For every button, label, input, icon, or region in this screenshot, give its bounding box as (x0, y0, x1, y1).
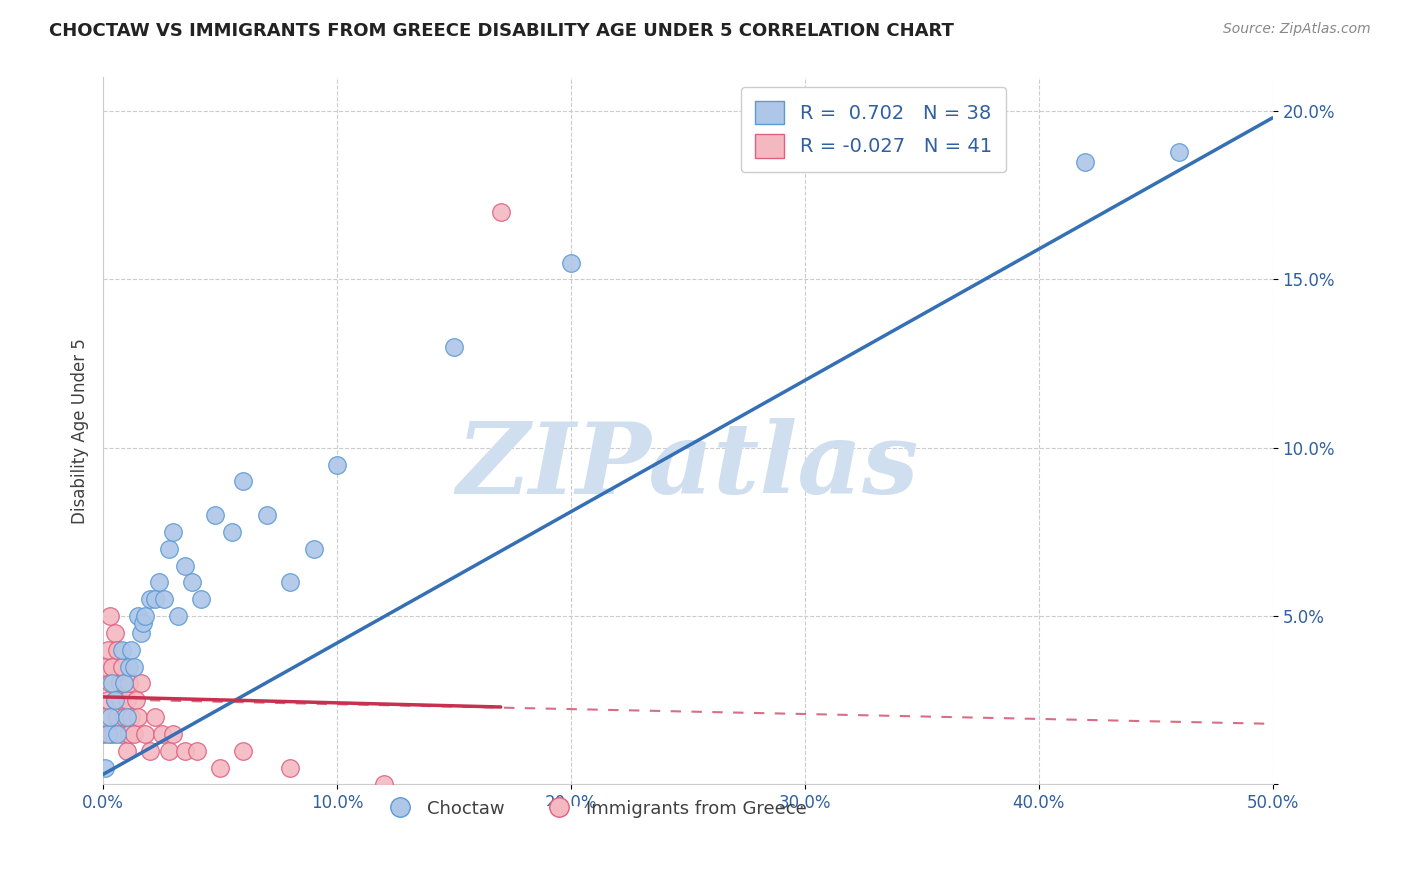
Point (118, 659, 141, 673)
Point (278, 575, 301, 590)
Point (167, 609, 190, 624)
Point (115, 744, 138, 758)
Text: Source: ZipAtlas.com: Source: ZipAtlas.com (1223, 22, 1371, 37)
Point (98, 609, 121, 624)
Point (97, 727, 120, 741)
Point (115, 710, 138, 724)
Point (134, 727, 156, 741)
Point (101, 676, 124, 690)
Point (105, 642, 128, 657)
Point (111, 642, 134, 657)
Point (120, 642, 142, 657)
Point (97, 693, 120, 707)
Point (1168, 145, 1191, 159)
Point (139, 592, 162, 607)
Point (132, 615, 155, 630)
Point (204, 508, 226, 522)
Point (278, 761, 301, 775)
Point (101, 659, 124, 673)
Point (186, 744, 208, 758)
Point (94, 761, 117, 775)
Point (98, 710, 121, 724)
Point (221, 524, 243, 539)
Point (162, 727, 184, 741)
Point (112, 710, 135, 724)
Point (112, 676, 135, 690)
Point (104, 693, 127, 707)
Point (111, 659, 134, 673)
Point (112, 676, 135, 690)
Point (115, 693, 138, 707)
Point (129, 676, 152, 690)
Point (134, 609, 156, 624)
Point (174, 744, 197, 758)
Point (209, 761, 232, 775)
Point (108, 676, 131, 690)
Point (232, 475, 254, 489)
Text: ZIPatlas: ZIPatlas (457, 418, 920, 515)
Point (174, 558, 197, 573)
Point (181, 575, 204, 590)
Y-axis label: Disability Age Under 5: Disability Age Under 5 (72, 338, 89, 524)
Point (139, 744, 162, 758)
Point (118, 727, 141, 741)
Legend: Choctaw, Immigrants from Greece: Choctaw, Immigrants from Greece (374, 792, 814, 825)
Point (111, 727, 134, 741)
Point (105, 727, 128, 741)
Point (326, 458, 349, 472)
Point (97, 642, 120, 657)
Point (127, 609, 149, 624)
Point (120, 710, 142, 724)
Point (190, 592, 212, 607)
Text: CHOCTAW VS IMMIGRANTS FROM GREECE DISABILITY AGE UNDER 5 CORRELATION CHART: CHOCTAW VS IMMIGRANTS FROM GREECE DISABI… (49, 22, 955, 40)
Point (1074, 154, 1097, 169)
Point (256, 508, 278, 522)
Point (143, 592, 166, 607)
Point (104, 626, 127, 640)
Point (157, 541, 180, 556)
Point (122, 659, 145, 673)
Point (94, 659, 117, 673)
Point (560, 255, 582, 269)
Point (98, 676, 121, 690)
Point (150, 727, 173, 741)
Point (108, 693, 131, 707)
Point (118, 676, 141, 690)
Point (302, 541, 325, 556)
Point (373, 777, 395, 791)
Point (104, 693, 127, 707)
Point (980, 137, 1002, 152)
Point (125, 693, 148, 707)
Point (157, 744, 180, 758)
Point (153, 592, 176, 607)
Point (94, 710, 117, 724)
Point (162, 524, 184, 539)
Point (489, 205, 512, 219)
Point (143, 710, 166, 724)
Point (122, 727, 145, 741)
Point (101, 727, 124, 741)
Point (232, 744, 254, 758)
Point (127, 710, 149, 724)
Point (91, 727, 114, 741)
Point (443, 340, 465, 354)
Point (129, 626, 152, 640)
Point (148, 575, 170, 590)
Point (105, 710, 128, 724)
